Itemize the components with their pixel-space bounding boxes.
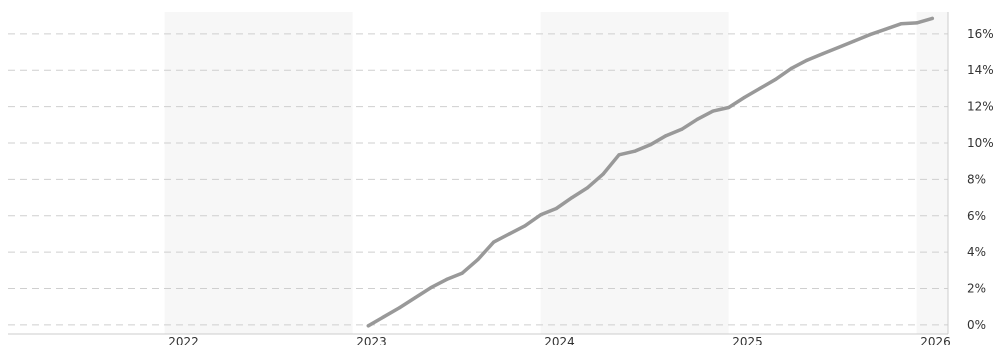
data-point [789, 66, 793, 70]
data-point [742, 95, 746, 100]
data-point [507, 232, 511, 236]
x-tick-label-2026: 2026 [920, 335, 951, 345]
x-tick-label-2022: 2022 [168, 335, 199, 345]
gridlines [8, 33, 948, 326]
year-band-2022 [164, 12, 353, 334]
data-point [492, 240, 496, 244]
data-point [445, 277, 449, 281]
data-point [429, 286, 433, 290]
year-band-2026 [916, 12, 948, 334]
data-point [711, 109, 715, 113]
y-tick-label-8%: 8% [967, 172, 986, 186]
data-point [930, 16, 934, 20]
data-point [382, 315, 386, 319]
series-layer [366, 16, 935, 328]
data-point [774, 77, 778, 81]
x-tick-label-2024: 2024 [544, 335, 575, 345]
data-point [758, 86, 762, 90]
data-point [586, 186, 590, 190]
data-point [868, 33, 872, 37]
year-band-2024 [540, 12, 729, 334]
data-point [366, 324, 370, 328]
data-point [695, 117, 699, 121]
data-point [821, 52, 825, 56]
y-tick-label-12%: 12% [967, 100, 994, 114]
y-tick-label-10%: 10% [967, 136, 994, 150]
data-point [570, 196, 574, 200]
data-point [664, 134, 668, 138]
data-point [680, 127, 684, 131]
data-point [523, 224, 527, 228]
x-tick-label-2025: 2025 [732, 335, 763, 345]
y-tick-labels: 0% 2% 4% 6% 8% 10% 12% 14% 16% [967, 27, 994, 332]
y-tick-label-16%: 16% [967, 27, 994, 41]
data-point [554, 206, 558, 211]
data-point [460, 271, 464, 275]
data-point [648, 143, 652, 147]
y-tick-label-6%: 6% [967, 209, 986, 223]
data-point [539, 213, 543, 217]
x-tick-labels: 2022 2023 2024 2025 2026 [168, 335, 951, 345]
y-tick-label-4%: 4% [967, 245, 986, 259]
data-point [633, 149, 637, 153]
data-point [915, 21, 919, 25]
x-tick-label-2023: 2023 [356, 335, 387, 345]
data-point [413, 296, 417, 300]
y-tick-label-2%: 2% [967, 282, 986, 296]
data-point [836, 45, 840, 50]
year-bands [164, 12, 948, 334]
y-tick-label-0%: 0% [967, 318, 986, 332]
data-point [617, 153, 621, 157]
data-point [899, 22, 903, 26]
data-point [805, 58, 809, 62]
data-point [398, 306, 402, 310]
y-tick-label-14%: 14% [967, 63, 994, 77]
data-point [601, 172, 605, 176]
data-point [852, 39, 856, 43]
data-point [727, 105, 731, 110]
data-point [883, 27, 887, 31]
data-point [476, 257, 480, 261]
